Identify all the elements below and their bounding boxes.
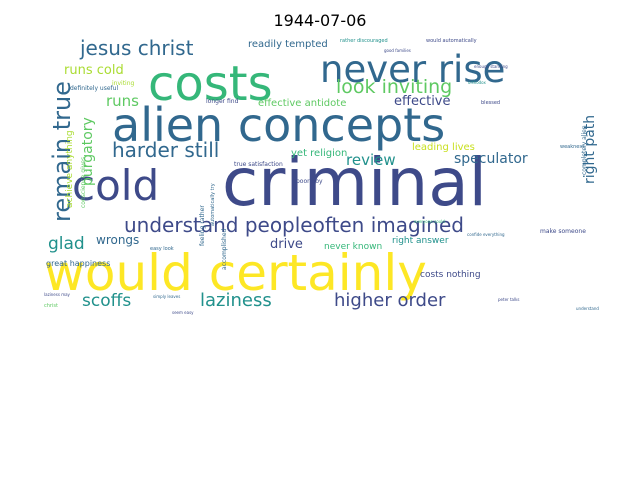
cloud-word: yet religion bbox=[291, 148, 347, 159]
cloud-word: weakness bbox=[560, 144, 585, 150]
cloud-word: readily tempted bbox=[248, 39, 328, 50]
cloud-word: achieve anything bbox=[65, 130, 75, 208]
cloud-word: completely alien bbox=[581, 125, 588, 175]
cloud-word: good families bbox=[384, 48, 411, 53]
cloud-word: leading lives bbox=[412, 142, 475, 153]
cloud-word: confide everything bbox=[467, 232, 505, 237]
cloud-word: right path bbox=[582, 115, 598, 184]
cloud-word: costs bbox=[148, 56, 273, 112]
cloud-word: remain true bbox=[48, 81, 76, 222]
cloud-word: rather discouraged bbox=[340, 38, 388, 44]
cloud-word: jesus christ bbox=[79, 36, 194, 60]
cloud-word: everyone could bbox=[414, 219, 445, 224]
cloud-word: costs nothing bbox=[420, 270, 481, 280]
cloud-word: poor boy bbox=[296, 178, 323, 185]
cloud-word: purgatory bbox=[80, 117, 96, 186]
cloud-word: definitely useful bbox=[70, 85, 118, 92]
cloud-word: laziness may bbox=[44, 292, 71, 297]
cloud-word: runs bbox=[106, 92, 139, 110]
cloud-word: enough standing bbox=[474, 64, 508, 69]
cloud-word: runs cold bbox=[64, 63, 124, 78]
cloud-word: review bbox=[346, 151, 396, 169]
cloud-word: never rise bbox=[320, 48, 505, 91]
cloud-word: accomplished bbox=[221, 228, 228, 270]
cloud-word: criminal bbox=[222, 144, 487, 221]
cloud-word: christ bbox=[44, 303, 58, 309]
cloud-word: alien concepts bbox=[112, 98, 445, 152]
cloud-word: great happiness bbox=[46, 259, 110, 268]
cloud-word: feeling rather bbox=[199, 205, 206, 246]
cloud-word: conscience gives bbox=[80, 157, 87, 208]
cloud-word: inviting bbox=[112, 80, 135, 87]
cloud-word: simply leaves bbox=[153, 294, 180, 299]
cloud-word: speculator bbox=[454, 151, 528, 167]
cloud-word: longer find bbox=[206, 98, 239, 105]
cloud-word: true satisfaction bbox=[234, 161, 283, 168]
cloud-word: would certainly bbox=[44, 244, 427, 302]
cloud-word: laziness bbox=[200, 290, 272, 311]
cloud-word: never known bbox=[324, 242, 382, 252]
cloud-word: look inviting bbox=[336, 76, 452, 98]
cloud-word: peter talks bbox=[498, 297, 519, 302]
cloud-word: make someone bbox=[540, 228, 586, 235]
cloud-word: seem easy bbox=[172, 310, 194, 315]
cloud-word: drive bbox=[270, 237, 303, 252]
cloud-word: effective bbox=[394, 94, 451, 109]
cloud-word: orthodox bbox=[468, 80, 487, 85]
chart-title: 1944-07-06 bbox=[273, 11, 367, 30]
cloud-word: would automatically bbox=[426, 38, 477, 44]
cloud-word: wrongs bbox=[96, 233, 139, 247]
cloud-word: automatically try bbox=[210, 183, 216, 226]
cloud-word: harder still bbox=[112, 138, 219, 162]
cloud-word: understand peopleoften imagined bbox=[124, 213, 464, 237]
cloud-word: right answer bbox=[392, 236, 449, 246]
cloud-word: effective antidote bbox=[258, 98, 346, 109]
cloud-word: scoffs bbox=[82, 291, 131, 311]
cloud-word: glad bbox=[48, 234, 85, 254]
cloud-word: higher order bbox=[334, 290, 446, 311]
cloud-word: understand bbox=[576, 306, 599, 311]
cloud-word: blessed bbox=[481, 100, 500, 106]
cloud-word: easy look bbox=[150, 246, 174, 252]
cloud-word: cold bbox=[72, 161, 159, 210]
